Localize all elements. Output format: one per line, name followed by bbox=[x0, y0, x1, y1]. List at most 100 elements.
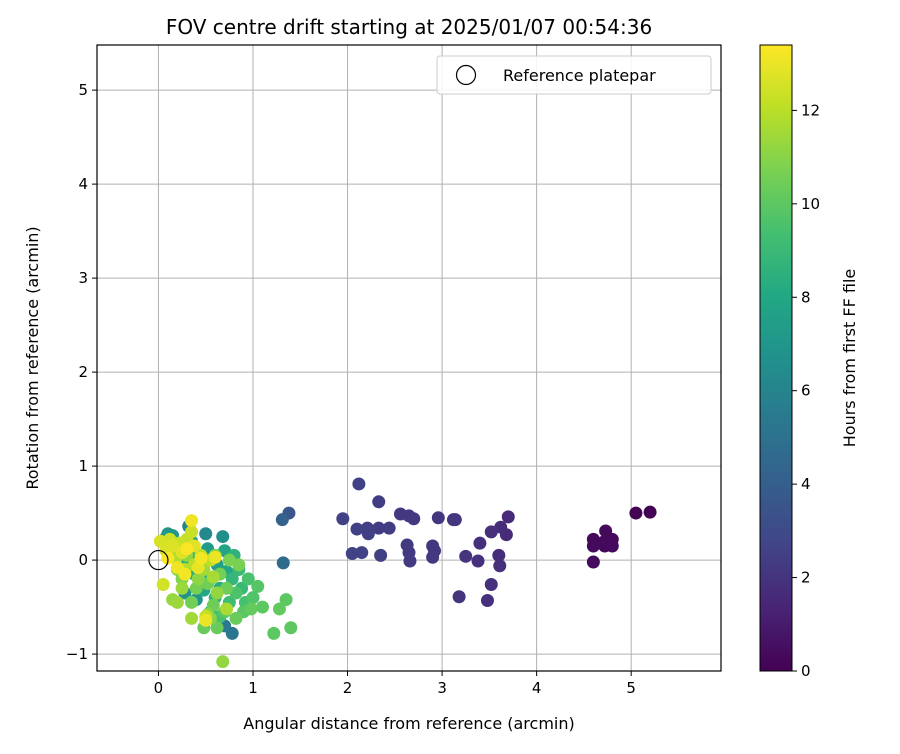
y-tick-label: 3 bbox=[78, 269, 88, 287]
data-point bbox=[185, 525, 199, 539]
data-point bbox=[452, 590, 466, 604]
data-point bbox=[629, 506, 643, 520]
data-point bbox=[251, 579, 265, 593]
x-ticks: 0 1 2 3 4 5 bbox=[154, 671, 636, 697]
data-point bbox=[372, 521, 386, 535]
colorbar-label: Hours from first FF file bbox=[840, 269, 859, 448]
x-tick-label: 4 bbox=[532, 679, 542, 697]
data-point bbox=[382, 521, 396, 535]
y-tick-label: 0 bbox=[78, 551, 88, 569]
data-point bbox=[216, 530, 230, 544]
data-point bbox=[374, 548, 388, 562]
data-point bbox=[255, 600, 269, 614]
data-point bbox=[493, 559, 507, 573]
colorbar-tick-label: 4 bbox=[801, 475, 811, 493]
data-point bbox=[241, 572, 255, 586]
data-point bbox=[345, 547, 359, 561]
data-point bbox=[480, 594, 494, 608]
data-point bbox=[175, 581, 189, 595]
data-point bbox=[166, 539, 180, 553]
data-point bbox=[484, 525, 498, 539]
data-point bbox=[284, 621, 298, 635]
legend-marker bbox=[455, 64, 477, 86]
data-point bbox=[210, 621, 224, 635]
data-point bbox=[279, 593, 293, 607]
colorbar-tick-label: 6 bbox=[801, 382, 811, 400]
reference-marker-layer bbox=[148, 549, 169, 571]
data-point bbox=[484, 578, 498, 592]
x-tick-label: 5 bbox=[626, 679, 636, 697]
data-point bbox=[403, 554, 417, 568]
x-tick-label: 1 bbox=[248, 679, 258, 697]
data-point bbox=[407, 512, 421, 526]
data-point bbox=[210, 586, 224, 600]
data-point bbox=[272, 602, 286, 616]
colorbar-tick-label: 10 bbox=[801, 195, 820, 213]
chart-title: FOV centre drift starting at 2025/01/07 … bbox=[166, 15, 652, 39]
data-point bbox=[185, 611, 199, 625]
y-tick-label: −1 bbox=[66, 645, 88, 663]
data-point bbox=[352, 477, 366, 491]
data-point bbox=[220, 602, 234, 616]
data-point bbox=[153, 534, 167, 548]
data-point bbox=[431, 511, 445, 525]
y-tick-label: 4 bbox=[78, 175, 88, 193]
data-point bbox=[156, 578, 170, 592]
data-point bbox=[225, 572, 239, 586]
colorbar-tick-label: 12 bbox=[801, 101, 820, 119]
data-point bbox=[208, 550, 222, 564]
colorbar-ticks: 0 2 4 6 8 10 12 bbox=[792, 101, 820, 680]
y-tick-label: 5 bbox=[78, 81, 88, 99]
x-tick-label: 3 bbox=[437, 679, 447, 697]
data-point bbox=[199, 613, 213, 627]
data-point bbox=[501, 510, 515, 524]
data-point bbox=[605, 539, 619, 553]
data-point bbox=[586, 539, 600, 553]
data-point bbox=[492, 548, 506, 562]
data-point bbox=[199, 527, 213, 541]
plot-frame bbox=[96, 44, 722, 672]
data-point bbox=[206, 598, 220, 612]
colorbar-tick-label: 0 bbox=[801, 662, 811, 680]
legend-entry-reference: Reference platepar bbox=[503, 66, 656, 85]
data-points bbox=[153, 477, 657, 669]
y-axis-label: Rotation from reference (arcmin) bbox=[23, 226, 42, 489]
data-point bbox=[336, 512, 350, 526]
colorbar-gradient bbox=[759, 44, 793, 672]
data-point bbox=[473, 536, 487, 550]
data-point bbox=[643, 505, 657, 519]
data-point bbox=[180, 542, 194, 556]
reference-platepar-marker bbox=[148, 549, 169, 571]
data-point bbox=[216, 655, 230, 669]
data-point bbox=[246, 591, 260, 605]
x-axis-label: Angular distance from reference (arcmin) bbox=[243, 714, 574, 733]
data-point bbox=[185, 514, 199, 528]
data-point bbox=[372, 495, 386, 509]
data-point bbox=[206, 570, 220, 584]
data-point bbox=[471, 554, 485, 568]
data-point bbox=[361, 527, 375, 541]
data-point bbox=[459, 549, 473, 563]
data-point bbox=[426, 550, 440, 564]
x-tick-label: 2 bbox=[343, 679, 353, 697]
data-point bbox=[393, 507, 407, 521]
y-tick-label: 2 bbox=[78, 363, 88, 381]
x-tick-label: 0 bbox=[154, 679, 164, 697]
data-point bbox=[185, 595, 199, 609]
data-point bbox=[194, 551, 208, 565]
data-point bbox=[244, 602, 258, 616]
data-point bbox=[350, 522, 364, 536]
y-tick-label: 1 bbox=[78, 457, 88, 475]
data-point bbox=[448, 513, 462, 527]
data-point bbox=[170, 595, 184, 609]
data-point bbox=[355, 546, 369, 560]
data-point bbox=[275, 513, 289, 527]
legend: Reference platepar bbox=[436, 55, 712, 95]
data-point bbox=[586, 555, 600, 569]
data-point bbox=[178, 567, 192, 581]
data-point bbox=[232, 558, 246, 572]
y-ticks: −1 0 1 2 3 4 5 bbox=[66, 81, 97, 663]
data-point bbox=[276, 556, 290, 570]
